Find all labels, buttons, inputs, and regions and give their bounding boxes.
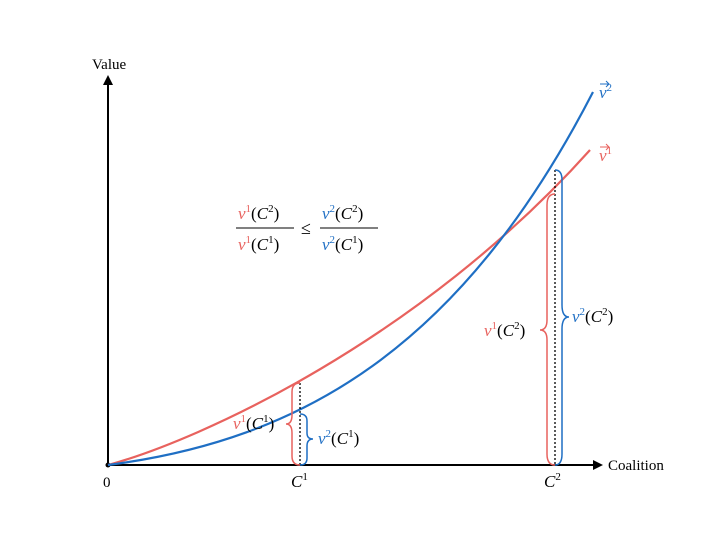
ratio-inequality: v1(C2) v1(C1) ≤ v2(C2) v2(C1): [236, 203, 378, 254]
tick-label-c1: C1: [291, 471, 308, 491]
brace-v2c1: [299, 413, 314, 466]
curve-v1: [107, 149, 591, 467]
formula-num-left: v1(C2): [238, 203, 279, 223]
brace-v2c2: [554, 169, 570, 466]
curve-v2: [107, 91, 594, 467]
vector-arrow-icon: [600, 143, 610, 151]
curve-label-v2: v2: [599, 82, 612, 102]
vector-arrow-icon: [600, 80, 610, 88]
y-axis-label: Value: [92, 57, 126, 73]
formula-relation: ≤: [301, 218, 311, 238]
x-axis-label: Coalition: [608, 458, 664, 474]
brace-label-v1c1: v1(C1): [233, 413, 274, 433]
tick-label-c2: C2: [544, 471, 561, 491]
formula-den-right: v2(C1): [322, 234, 363, 254]
origin-label: 0: [103, 475, 111, 491]
brace-label-v2c2: v2(C2): [572, 306, 613, 326]
formula-num-right: v2(C2): [322, 203, 363, 223]
brace-label-v2c1: v2(C1): [318, 428, 359, 448]
brace-v1c2: [539, 193, 556, 466]
brace-v1c1: [285, 382, 301, 466]
formula-den-left: v1(C1): [238, 234, 279, 254]
curve-label-v1: v1: [599, 145, 612, 165]
brace-label-v1c2: v1(C2): [484, 320, 525, 340]
